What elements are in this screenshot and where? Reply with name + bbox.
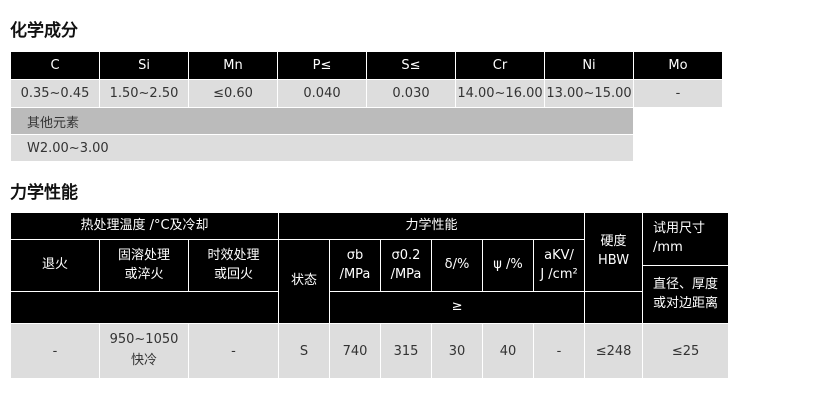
mech-title: 力学性能 [10, 183, 78, 203]
state-header: 状态 [278, 239, 330, 324]
akv-header: aKV/ J /cm² [532, 239, 586, 292]
val-state: S [278, 323, 330, 379]
val-s: 0.030 [366, 79, 456, 108]
chem-table: C Si Mn P≤ S≤ Cr Ni Mo 0.35~0.45 1.50~2.… [10, 51, 723, 162]
heat-group-header: 热处理温度 /°C及冷却 [10, 212, 279, 240]
val-anneal: - [10, 323, 100, 379]
ge-header: ≥ [328, 291, 586, 324]
hardness-header: 硬度 HBW [584, 212, 644, 292]
heat-blank [10, 291, 279, 324]
hardness-blank [584, 291, 644, 324]
val-cr: 14.00~16.00 [455, 79, 545, 108]
sigma-02-header: σ0.2 /MPa [380, 239, 432, 292]
val-ni: 13.00~15.00 [544, 79, 634, 108]
solution-header: 固溶处理 或淬火 [99, 239, 189, 292]
val-sigma-b: 740 [329, 323, 381, 379]
val-aging: - [188, 323, 279, 379]
delta-header: δ/% [431, 239, 483, 292]
val-delta: 30 [431, 323, 483, 379]
val-p: 0.040 [277, 79, 367, 108]
aging-header: 时效处理 或回火 [188, 239, 279, 292]
val-size: ≤25 [642, 323, 730, 379]
sigma-b-header: σb /MPa [329, 239, 381, 292]
val-hardness: ≤248 [584, 323, 644, 379]
other-elements-label: 其他元素 [10, 107, 634, 135]
col-s: S≤ [366, 51, 456, 80]
anneal-header: 退火 [10, 239, 100, 292]
col-mo: Mo [633, 51, 723, 80]
val-solution: 950~1050 快冷 [99, 323, 189, 379]
val-c: 0.35~0.45 [10, 79, 100, 108]
val-mo: - [633, 79, 723, 108]
col-cr: Cr [455, 51, 545, 80]
mech-group-header: 力学性能 [277, 212, 586, 240]
val-akv: - [532, 323, 586, 379]
psi-header: ψ /% [482, 239, 534, 292]
other-elements-value: W2.00~3.00 [10, 134, 634, 162]
col-si: Si [99, 51, 189, 80]
val-psi: 40 [482, 323, 534, 379]
val-si: 1.50~2.50 [99, 79, 189, 108]
val-mn: ≤0.60 [188, 79, 278, 108]
col-mn: Mn [188, 51, 278, 80]
col-ni: Ni [544, 51, 634, 80]
col-p: P≤ [277, 51, 367, 80]
val-sigma-02: 315 [380, 323, 432, 379]
chem-title: 化学成分 [10, 21, 78, 41]
col-c: C [10, 51, 100, 80]
mech-table: 热处理温度 /°C及冷却 力学性能 硬度 HBW 试用尺寸 /mm 退火 固溶处… [10, 212, 730, 379]
size-sub-header: 直径、厚度 或对边距离 [642, 265, 730, 324]
size-header: 试用尺寸 /mm [642, 212, 730, 266]
